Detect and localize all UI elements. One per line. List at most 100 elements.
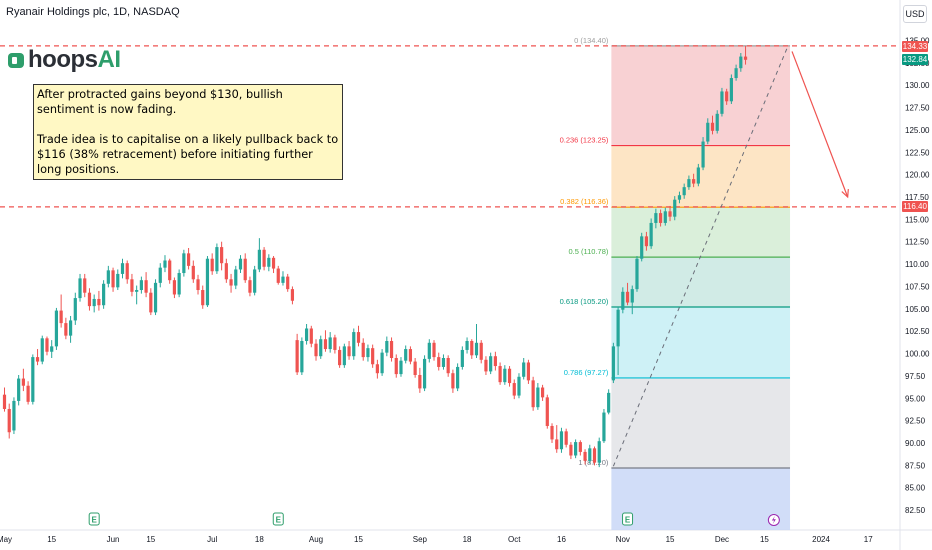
x-tick-label: 16 — [557, 535, 566, 544]
candle — [338, 346, 342, 368]
candle — [559, 427, 564, 453]
candle — [205, 256, 210, 308]
x-tick-label: 15 — [146, 535, 155, 544]
x-tick-label: 15 — [354, 535, 363, 544]
candle — [243, 253, 247, 283]
candle — [574, 439, 578, 459]
logo-text-hoops: hoops — [28, 46, 98, 73]
candle-body — [512, 383, 516, 396]
candle — [163, 255, 167, 273]
svg-text:E: E — [92, 516, 98, 525]
candle — [413, 358, 417, 378]
candle-body — [692, 179, 696, 184]
candle-body — [611, 346, 615, 381]
candle-body — [314, 343, 318, 357]
candle — [720, 87, 724, 117]
pullback-arrowhead — [841, 188, 849, 199]
y-tick-label: 115.00 — [905, 215, 929, 224]
candle — [234, 265, 238, 290]
candle-body — [432, 342, 436, 358]
candle-body — [248, 280, 252, 293]
candle — [512, 379, 516, 400]
candle — [116, 269, 120, 291]
candle — [739, 52, 743, 72]
candle-body — [158, 267, 162, 283]
earnings-icon[interactable]: E — [272, 512, 284, 526]
candle-body — [35, 357, 40, 362]
candle-body — [474, 342, 479, 356]
x-tick-label: 15 — [760, 535, 769, 544]
candle — [168, 258, 172, 284]
candle — [550, 423, 554, 443]
candle — [470, 339, 474, 359]
candle-body — [470, 341, 474, 356]
currency-selector[interactable]: USD — [903, 5, 927, 23]
candle-body — [68, 320, 73, 336]
candle — [479, 340, 483, 364]
candle-body — [583, 451, 587, 461]
candle — [616, 307, 620, 375]
candle-body — [663, 211, 667, 223]
candle — [276, 265, 280, 285]
candle — [262, 247, 266, 271]
candle-body — [399, 360, 403, 375]
candle — [111, 267, 115, 292]
candle-body — [635, 258, 639, 290]
candle — [50, 340, 54, 358]
candle — [40, 335, 44, 365]
candle-body — [361, 342, 365, 358]
x-tick-label: Aug — [309, 535, 323, 544]
trade-idea-note[interactable]: After protracted gains beyond $130, bull… — [33, 84, 343, 180]
candle — [229, 273, 233, 293]
candle-body — [413, 361, 417, 375]
candle — [59, 294, 63, 328]
y-tick-label: 112.50 — [905, 238, 929, 247]
candle — [352, 328, 356, 360]
x-tick-label: Nov — [616, 535, 630, 544]
candle — [286, 273, 290, 292]
candle-body — [422, 358, 427, 389]
candle — [210, 253, 214, 275]
candle — [248, 276, 252, 297]
candle — [191, 260, 195, 283]
candle — [465, 337, 469, 354]
candle — [356, 325, 361, 347]
candle — [130, 273, 134, 297]
fib-level-label: 0 (134.40) — [574, 36, 609, 45]
dividend-lightning-icon[interactable] — [767, 514, 780, 526]
candle-body — [739, 56, 743, 69]
candle — [710, 115, 715, 135]
earnings-icon[interactable]: E — [622, 512, 634, 526]
candle — [531, 376, 535, 411]
y-tick-label: 82.50 — [905, 506, 926, 515]
candle-body — [517, 376, 521, 396]
candle-body — [163, 260, 167, 268]
candle-body — [229, 279, 233, 286]
svg-text:E: E — [276, 516, 282, 525]
candle — [677, 191, 682, 204]
candle — [658, 209, 663, 227]
candle — [35, 349, 40, 366]
candle-body — [286, 276, 290, 290]
candle — [644, 231, 649, 251]
candle — [328, 332, 332, 353]
earnings-icon[interactable]: E — [88, 512, 100, 526]
candle-body — [720, 91, 724, 114]
candle-body — [734, 68, 738, 79]
candle — [144, 272, 148, 298]
candle-body — [177, 273, 181, 295]
candle — [394, 354, 398, 378]
trend-line — [612, 45, 789, 467]
fib-zone-2 — [611, 207, 791, 258]
candle — [474, 324, 479, 358]
candle — [17, 374, 21, 406]
candle — [668, 205, 672, 222]
y-tick-label: 100.00 — [905, 350, 930, 359]
candle-body — [347, 346, 351, 357]
candle-body — [389, 341, 394, 358]
x-tick-label: 18 — [463, 535, 472, 544]
candle-body — [677, 195, 682, 200]
logo-mark-icon — [8, 53, 24, 68]
candle — [366, 344, 370, 362]
